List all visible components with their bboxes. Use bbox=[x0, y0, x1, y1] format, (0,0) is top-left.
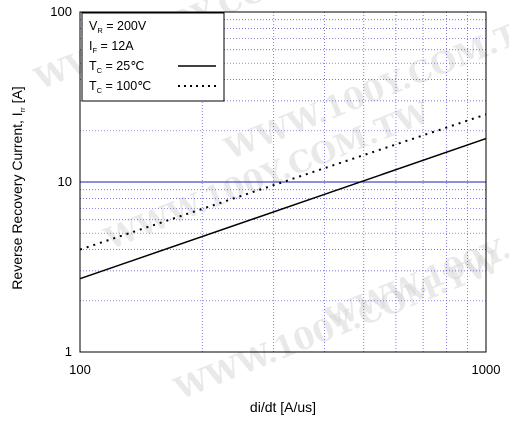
grid-layer bbox=[80, 12, 486, 352]
y-tick-label: 100 bbox=[50, 4, 72, 19]
legend-entry: TC = 25℃ bbox=[89, 59, 144, 75]
legend-entry: TC = 100℃ bbox=[89, 79, 151, 95]
watermark-text: WWW.100Y.COM.TW bbox=[169, 244, 506, 407]
legend-box bbox=[81, 12, 225, 102]
series-line-25c bbox=[79, 137, 487, 280]
y-tick-label: 1 bbox=[65, 344, 72, 359]
y-axis-label-unit: [A] bbox=[9, 86, 25, 107]
series-line-100c bbox=[79, 113, 487, 251]
legend: VR = 200V IF = 12A TC = 25℃ TC = 100℃ bbox=[81, 12, 225, 102]
x-tick-label: 100 bbox=[69, 362, 91, 377]
plot-frame bbox=[79, 11, 487, 353]
tick-labels: 1 10 100 100 1000 bbox=[50, 4, 500, 377]
series-layer bbox=[79, 113, 487, 280]
legend-entry: IF = 12A bbox=[89, 39, 134, 55]
x-tick-label: 1000 bbox=[472, 362, 501, 377]
legend-entry: VR = 200V bbox=[89, 19, 147, 35]
y-tick-label: 10 bbox=[58, 174, 72, 189]
x-axis-label: di/dt [A/us] bbox=[250, 399, 316, 415]
y-axis-label-subscript: rr bbox=[18, 107, 27, 112]
y-axis-label: Reverse Recovery Current, Irr [A] bbox=[9, 86, 27, 289]
y-axis-label-main: Reverse Recovery Current, I bbox=[9, 112, 25, 289]
